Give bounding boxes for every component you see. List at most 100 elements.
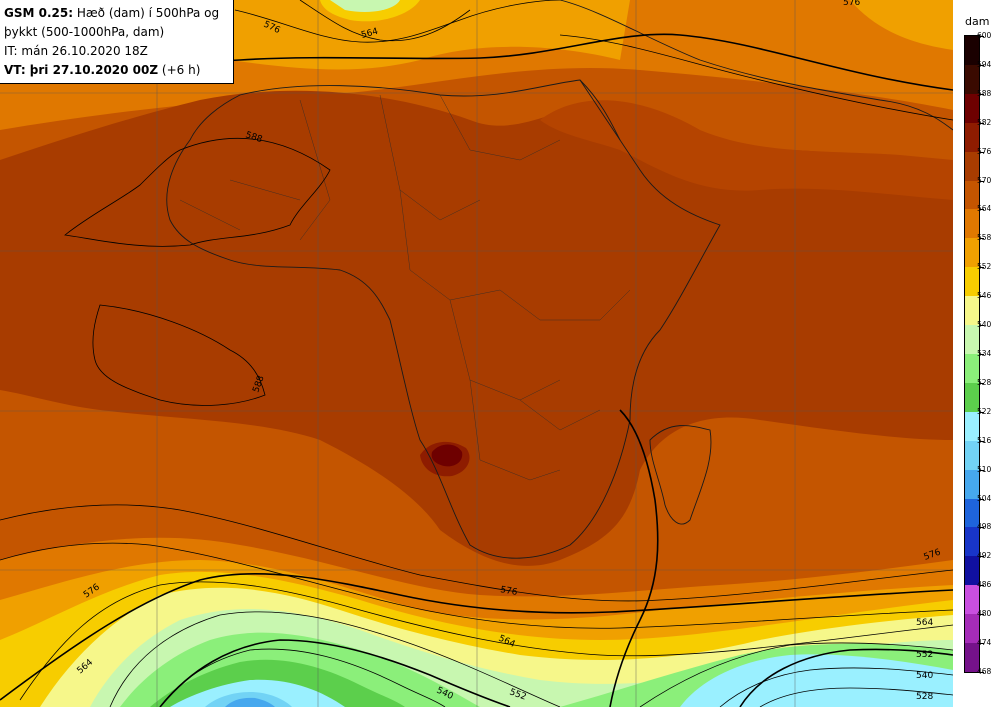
title-line-2: þykkt (500-1000hPa, dam)	[4, 25, 165, 39]
legend-color-band	[965, 354, 979, 384]
contour-label: 576	[843, 0, 860, 8]
legend-tick-label: 480	[977, 609, 992, 619]
contour-label: 564	[916, 618, 933, 628]
legend-tick-label: 564	[977, 204, 992, 214]
legend-tick-label: 474	[977, 638, 992, 648]
legend-tick	[980, 325, 984, 327]
legend-color-band	[965, 614, 979, 644]
field-558-north	[230, 0, 630, 70]
valid-time: VT: þri 27.10.2020 00Z	[4, 63, 159, 77]
title-line-1: GSM 0.25: Hæð (dam) í 500hPa og	[4, 4, 229, 23]
legend-color-band	[965, 296, 979, 326]
legend-tick	[980, 64, 984, 66]
legend-tick	[980, 469, 984, 471]
legend-tick	[980, 93, 984, 95]
legend-color-band	[965, 643, 979, 672]
issue-time: IT: mán 26.10.2020 18Z	[4, 44, 148, 58]
legend-tick-label: 552	[977, 262, 992, 272]
contour-label: 576	[499, 585, 518, 598]
field-510-south	[225, 697, 275, 707]
field-522-se	[680, 654, 953, 707]
contour-label: 540	[916, 671, 933, 681]
legend-tick-label: 570	[977, 175, 992, 185]
coastlines	[166, 0, 953, 559]
field-588	[431, 444, 463, 467]
contour-label: 552	[916, 650, 933, 660]
legend-tick	[980, 527, 984, 529]
legend-tick-label: 516	[977, 435, 992, 445]
legend-tick-label: 498	[977, 522, 992, 532]
valid-offset: (+6 h)	[161, 63, 201, 77]
color-legend: dam 600 594 588 582 576 570 564 558 552 546 540 534…	[953, 0, 1000, 707]
legend-tick	[980, 614, 984, 616]
legend-tick	[980, 267, 984, 269]
legend-tick-label: 468	[977, 667, 992, 676]
legend-tick	[980, 180, 984, 182]
legend-tick	[980, 643, 984, 645]
legend-color-band	[965, 382, 979, 413]
lat-lon-grid	[0, 0, 953, 707]
legend-tick-label: 510	[977, 464, 992, 474]
legend-color-band	[965, 440, 979, 471]
legend-tick-label: 540	[977, 320, 992, 330]
legend-tick	[980, 238, 984, 240]
legend-tick	[980, 151, 984, 153]
legend-tick-label: 558	[977, 233, 992, 243]
legend-tick-label: 576	[977, 146, 992, 156]
legend-tick	[980, 382, 984, 384]
legend-tick	[980, 672, 984, 673]
weather-map: 576 564 588 588 576 576 576 564 564 564 …	[0, 0, 953, 707]
legend-tick-label: 588	[977, 88, 992, 98]
legend-tick	[980, 36, 984, 37]
legend-tick	[980, 122, 984, 124]
legend-tick	[980, 556, 984, 558]
legend-color-band	[965, 267, 979, 297]
field-558-ne	[850, 0, 953, 50]
legend-color-band	[965, 556, 979, 586]
legend-color-band	[965, 209, 979, 239]
contour-label: 528	[916, 692, 933, 702]
legend-tick-label: 528	[977, 377, 992, 387]
legend-tick-label: 486	[977, 580, 992, 590]
field-540-north	[330, 0, 400, 12]
legend-tick-label: 522	[977, 406, 992, 416]
legend-color-band	[965, 64, 979, 95]
legend-tick-label: 600	[977, 31, 992, 40]
valid-time-line: VT: þri 27.10.2020 00Z (+6 h)	[4, 61, 229, 80]
map-title-box: GSM 0.25: Hæð (dam) í 500hPa og þykkt (5…	[0, 0, 234, 84]
country-borders	[179, 94, 631, 481]
legend-tick	[980, 411, 984, 413]
legend-tick	[980, 209, 984, 211]
legend-tick-label: 594	[977, 59, 992, 69]
contour-label: 564	[360, 27, 379, 41]
legend-colorbar	[964, 35, 980, 673]
legend-tick-label: 504	[977, 493, 992, 503]
legend-color-band	[965, 411, 979, 442]
field-576	[0, 90, 953, 566]
legend-tick-label: 492	[977, 551, 992, 561]
legend-tick	[980, 498, 984, 500]
legend-tick	[980, 440, 984, 442]
legend-tick-label: 582	[977, 117, 992, 127]
legend-color-band	[965, 325, 979, 355]
legend-color-band	[965, 238, 979, 268]
legend-unit: dam	[965, 15, 990, 28]
legend-color-band	[965, 122, 979, 153]
legend-tick	[980, 296, 984, 298]
legend-color-band	[965, 180, 979, 211]
legend-color-band	[965, 36, 979, 66]
field-576-ne	[540, 100, 953, 200]
legend-tick-label: 534	[977, 349, 992, 358]
model-name: GSM 0.25:	[4, 6, 74, 20]
legend-tick	[980, 585, 984, 587]
map-canvas: 576 564 588 588 576 576 576 564 564 564 …	[0, 0, 953, 707]
legend-tick-label: 546	[977, 291, 992, 301]
legend-color-band	[965, 469, 979, 500]
legend-color-band	[965, 93, 979, 124]
title-text: Hæð (dam) í 500hPa og	[76, 6, 220, 20]
legend-color-band	[965, 527, 979, 557]
legend-color-band	[965, 585, 979, 615]
thickness-contours	[0, 0, 953, 707]
legend-color-band	[965, 498, 979, 529]
legend-color-band	[965, 151, 979, 182]
